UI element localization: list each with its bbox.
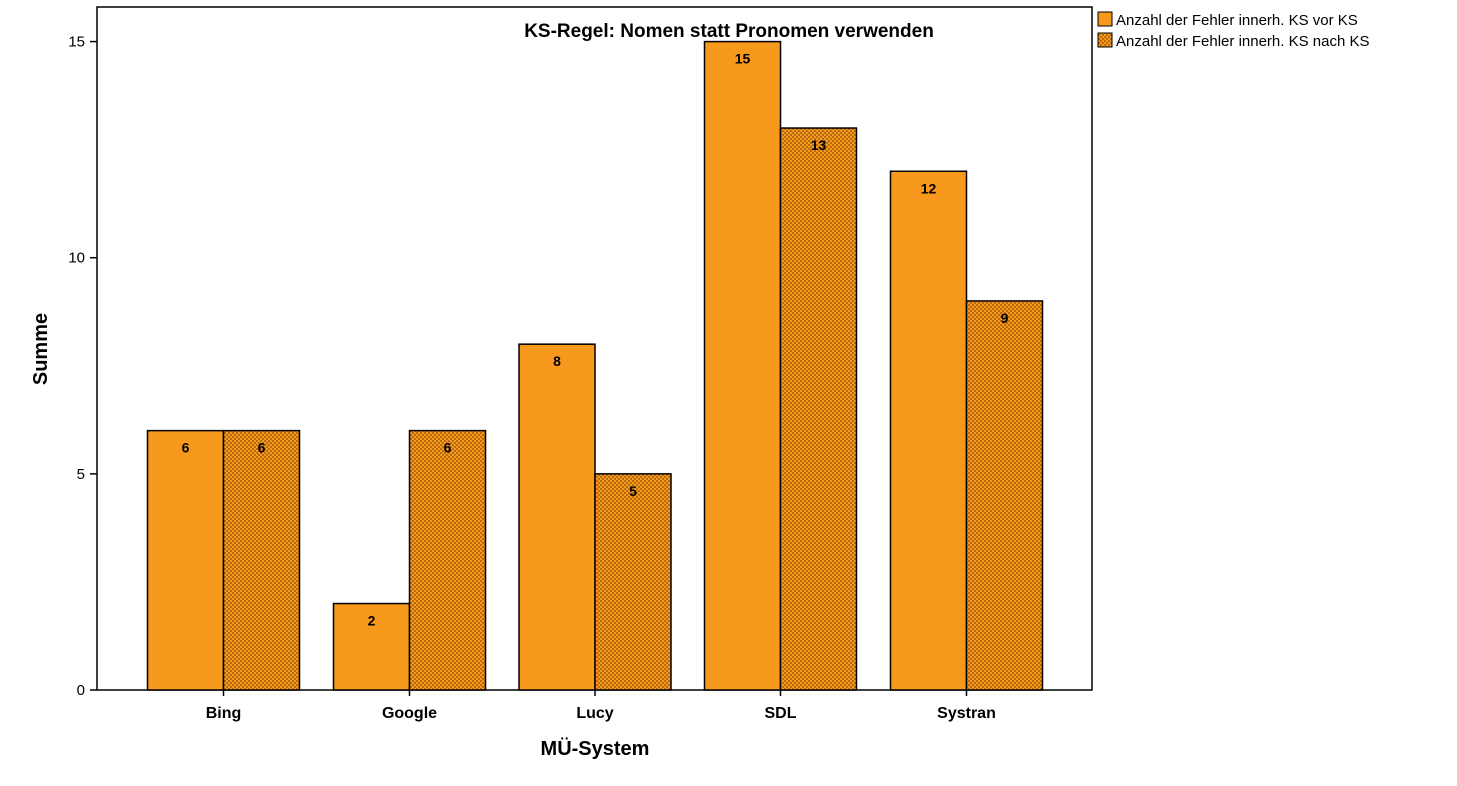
data-label: 13 (811, 137, 827, 153)
y-tick-label: 15 (68, 34, 85, 51)
category-label-sdl: SDL (765, 705, 797, 722)
y-tick-label: 0 (77, 682, 85, 699)
data-label: 6 (444, 440, 452, 456)
category-label-bing: Bing (206, 705, 242, 722)
bar-bing-vor (146, 429, 225, 691)
bar-google-vor (332, 602, 411, 691)
legend: Anzahl der Fehler innerh. KS vor KS Anzah… (1097, 11, 1369, 50)
y-tick-label: 5 (77, 466, 85, 483)
chart-title: KS-Regel: Nomen statt Pronomen verwenden (524, 21, 934, 42)
bar-lucy-vor (518, 343, 596, 691)
bar-lucy-nach (594, 473, 672, 691)
data-label: 15 (735, 51, 751, 67)
category-labels: Bing Google Lucy SDL Systran (206, 690, 996, 722)
y-axis-title: Summe (30, 313, 52, 385)
bar-bing-nach (222, 429, 301, 691)
bar-sdl-nach (779, 127, 858, 691)
x-axis-title: MÜ-System (541, 737, 650, 760)
category-label-google: Google (382, 705, 437, 722)
data-label: 8 (553, 353, 561, 369)
bars (146, 40, 1044, 691)
data-label: 6 (182, 440, 190, 456)
category-label-lucy: Lucy (576, 705, 613, 722)
data-labels: 6 6 2 6 8 5 15 13 12 9 (182, 51, 1009, 629)
bar-sdl-vor (703, 40, 782, 691)
bar-systran-nach (965, 300, 1044, 691)
data-label: 6 (258, 440, 266, 456)
bar-google-nach (408, 429, 487, 691)
y-axis-ticks: 0 5 10 15 (68, 34, 97, 699)
data-label: 9 (1001, 310, 1009, 326)
legend-swatch (1097, 11, 1113, 27)
category-label-systran: Systran (937, 705, 996, 722)
legend-entry: Anzahl der Fehler innerh. KS nach KS (1116, 33, 1369, 50)
legend-entry: Anzahl der Fehler innerh. KS vor KS (1116, 12, 1358, 29)
y-tick-label: 10 (68, 250, 85, 267)
legend-swatch (1097, 32, 1113, 48)
data-label: 12 (921, 180, 937, 196)
data-label: 2 (368, 613, 376, 629)
data-label: 5 (629, 483, 637, 499)
bar-systran-vor (889, 170, 968, 691)
